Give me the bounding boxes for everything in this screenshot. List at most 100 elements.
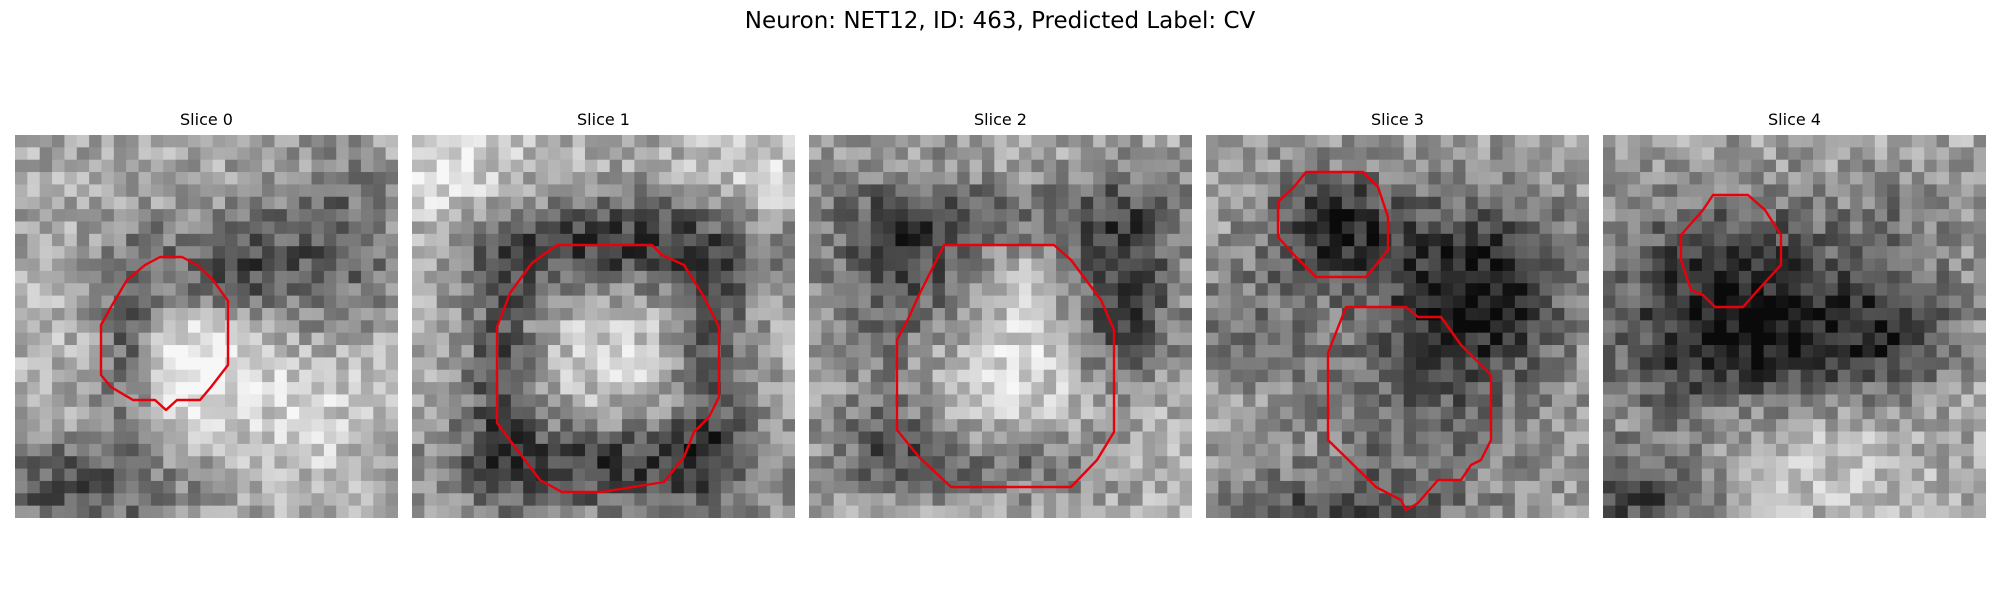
pixel (15, 159, 28, 173)
pixel (385, 159, 398, 173)
pixel (1924, 505, 1938, 518)
pixel (757, 443, 771, 457)
pixel (1130, 147, 1144, 161)
pixel (1440, 159, 1454, 173)
pixel (1416, 332, 1429, 346)
pixel (1627, 246, 1641, 260)
pixel (1230, 283, 1244, 297)
pixel (870, 209, 884, 223)
pixel (1453, 332, 1467, 346)
pixel (782, 480, 795, 494)
pixel (27, 357, 41, 371)
pixel (286, 246, 300, 260)
pixel (659, 184, 673, 198)
pixel (994, 406, 1008, 420)
pixel (1664, 270, 1678, 284)
pixel (1142, 419, 1156, 433)
pixel (175, 320, 189, 334)
pixel (1206, 209, 1219, 223)
pixel (1887, 345, 1901, 358)
pixel (76, 147, 90, 161)
pixel (1130, 307, 1144, 321)
pixel (249, 468, 263, 482)
pixel (1267, 307, 1281, 321)
pixel (15, 147, 28, 161)
pixel (1280, 493, 1294, 507)
pixel (473, 283, 487, 297)
pixel (609, 505, 623, 518)
pixel (1751, 246, 1765, 260)
pixel (323, 270, 337, 284)
pixel (1130, 357, 1144, 371)
pixel (659, 159, 673, 173)
pixel (1874, 382, 1888, 396)
pixel (523, 159, 537, 173)
pixel (622, 505, 635, 518)
pixel (1677, 382, 1691, 396)
pixel (523, 493, 537, 507)
pixel (1068, 246, 1082, 260)
pixel (212, 468, 226, 482)
pixel (1813, 258, 1826, 272)
pixel (138, 493, 152, 507)
pixel (225, 147, 238, 161)
pixel (809, 221, 822, 235)
pixel (52, 246, 66, 260)
pixel (920, 258, 934, 272)
pixel (225, 233, 238, 247)
pixel (348, 209, 362, 223)
pixel (412, 406, 425, 420)
pixel (981, 233, 995, 247)
pixel (745, 135, 759, 148)
pixel (957, 505, 971, 518)
pixel (1391, 406, 1405, 420)
pixel (671, 135, 685, 148)
pixel (1179, 246, 1192, 260)
pixel (1068, 480, 1082, 494)
pixel (1006, 258, 1020, 272)
pixel (348, 233, 362, 247)
pixel (436, 135, 450, 148)
pixel (1514, 135, 1528, 148)
pixel (1576, 184, 1589, 198)
pixel (1354, 295, 1368, 309)
pixel (1664, 369, 1678, 383)
pixel (101, 135, 115, 148)
pixel (163, 419, 177, 433)
pixel (311, 320, 325, 334)
pixel (1317, 246, 1331, 260)
pixel (1329, 369, 1343, 383)
pixel (1899, 431, 1913, 445)
pixel (957, 493, 971, 507)
pixel (1850, 419, 1864, 433)
pixel (1056, 135, 1070, 148)
pixel (969, 258, 983, 272)
pixel (1961, 345, 1975, 358)
pixel (348, 443, 362, 457)
pixel (1539, 184, 1553, 198)
pixel (1689, 332, 1703, 346)
pixel (981, 295, 995, 309)
pixel (89, 258, 103, 272)
pixel (1154, 295, 1168, 309)
pixel (1726, 283, 1740, 297)
pixel (299, 184, 313, 198)
pixel (1514, 270, 1528, 284)
pixel (1243, 307, 1257, 321)
pixel (76, 283, 90, 297)
pixel (449, 320, 463, 334)
pixel (944, 147, 958, 161)
pixel (1255, 394, 1269, 408)
pixel (733, 246, 747, 260)
pixel (809, 209, 822, 223)
pixel (659, 369, 673, 383)
pixel (1317, 443, 1331, 457)
pixel (1615, 493, 1629, 507)
pixel (696, 419, 710, 433)
pixel (1924, 431, 1938, 445)
pixel (1701, 493, 1715, 507)
pixel (683, 307, 697, 321)
pixel (1775, 431, 1789, 445)
pixel (821, 382, 835, 396)
pixel (1031, 468, 1045, 482)
